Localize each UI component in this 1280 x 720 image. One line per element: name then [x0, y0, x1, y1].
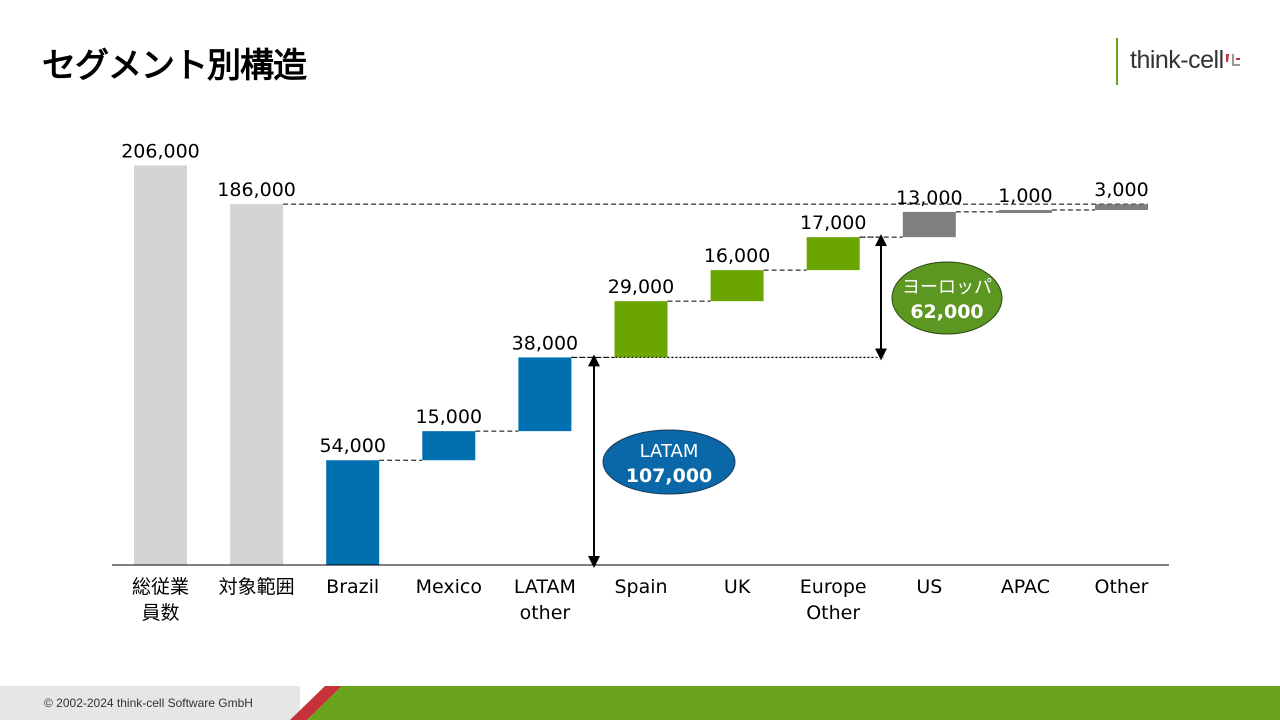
- value-label-8: 17,000: [800, 212, 866, 234]
- category-label-2: 対象範囲: [219, 576, 295, 598]
- category-label-4: Mexico: [416, 576, 482, 598]
- bar-9: [902, 211, 956, 238]
- category-label-5: other: [520, 602, 571, 624]
- value-label-9: 13,000: [896, 187, 962, 209]
- footer-band: [0, 686, 1280, 720]
- category-label-1: 員数: [141, 602, 179, 624]
- think-cell-logo: think-cell: [1112, 38, 1252, 86]
- logo-text: think-cell: [1130, 46, 1224, 74]
- bar-10: [998, 209, 1052, 213]
- bar-4: [422, 431, 476, 461]
- footer-grey-band: [0, 686, 300, 720]
- category-label-10: APAC: [1001, 576, 1050, 598]
- value-label-5: 38,000: [512, 332, 578, 354]
- bar-2: [230, 204, 284, 565]
- bar-7: [710, 270, 764, 302]
- category-label-9: US: [916, 576, 942, 598]
- copyright-text: © 2002-2024 think-cell Software GmbH: [44, 696, 253, 710]
- category-label-6: Spain: [614, 576, 667, 598]
- category-label-8: Other: [806, 602, 860, 624]
- category-label-11: Other: [1095, 576, 1149, 598]
- value-label-11: 3,000: [1094, 179, 1148, 201]
- bubble-name: LATAM: [640, 441, 699, 462]
- bar-1: [134, 165, 187, 566]
- logo-mark-icon: [1226, 54, 1240, 66]
- bar-11: [1095, 204, 1148, 210]
- logo-divider: [1116, 38, 1118, 85]
- bar-8: [806, 237, 860, 271]
- difference-annotations: LATAM 107,000 ヨーロッパ 62,000: [571, 234, 1003, 568]
- value-label-1: 206,000: [121, 140, 200, 162]
- bubble-value: 107,000: [626, 465, 713, 487]
- bubble-value: 62,000: [910, 301, 983, 323]
- value-label-10: 1,000: [998, 185, 1052, 207]
- page-title: セグメント別構造: [42, 46, 307, 86]
- value-label-3: 54,000: [319, 435, 385, 457]
- value-label-6: 29,000: [608, 276, 674, 298]
- value-label-4: 15,000: [416, 406, 482, 428]
- bar-5: [518, 357, 572, 432]
- value-label-2: 186,000: [217, 179, 296, 201]
- bar-3: [326, 460, 380, 565]
- category-label-8: Europe: [800, 576, 867, 598]
- difference-bubble: [891, 261, 1003, 335]
- value-label-7: 16,000: [704, 245, 770, 267]
- value-labels: 206,000 186,000 54,000 15,000 38,000 29,000 16…: [121, 140, 1148, 457]
- difference-bubble: [602, 429, 736, 495]
- category-label-5: LATAM: [514, 576, 576, 598]
- connector-lines: [283, 203, 1148, 461]
- category-label-3: Brazil: [326, 576, 379, 598]
- chart-bars: [134, 165, 1148, 566]
- category-label-1: 総従業: [132, 576, 189, 598]
- bubble-name: ヨーロッパ: [902, 277, 992, 298]
- category-label-7: UK: [724, 576, 751, 598]
- footer-green-band: [307, 686, 1280, 720]
- footer-red-stripe: [290, 686, 342, 720]
- bar-6: [614, 301, 668, 358]
